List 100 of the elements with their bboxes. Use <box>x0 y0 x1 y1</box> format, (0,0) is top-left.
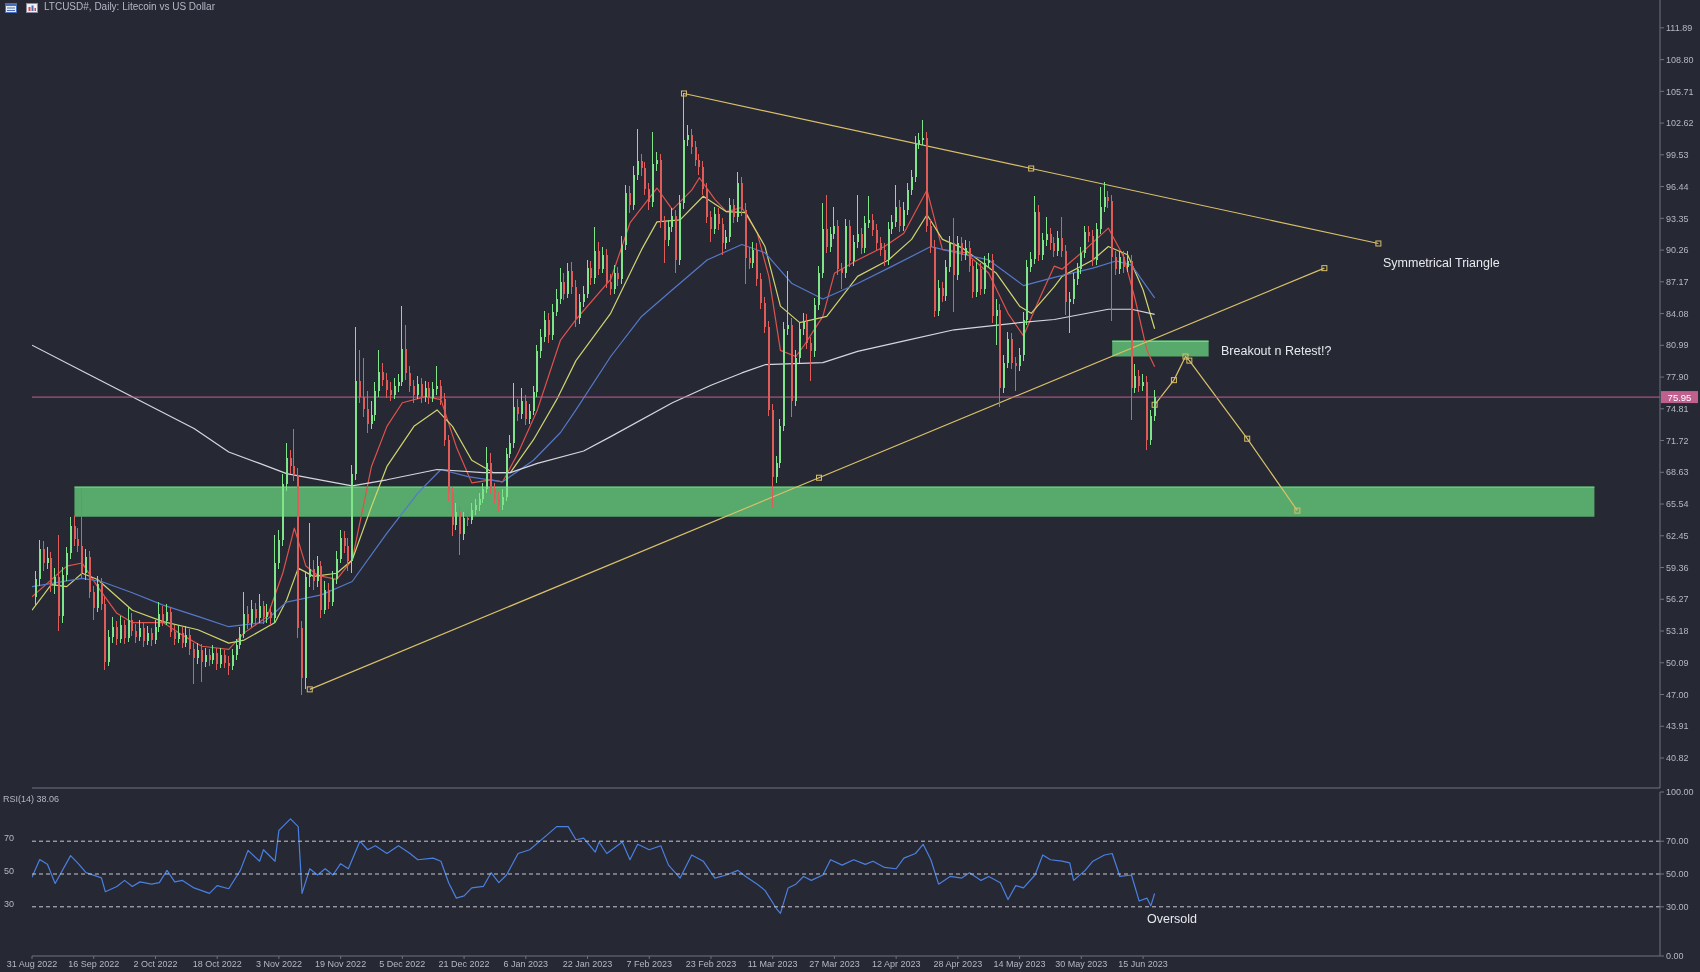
candlestick <box>894 184 897 228</box>
candlestick <box>883 242 886 267</box>
candlestick <box>408 365 411 393</box>
candlestick <box>196 642 199 665</box>
candlestick <box>516 398 519 422</box>
candlestick <box>543 310 546 343</box>
candlestick <box>1091 229 1094 267</box>
x-tick-label: 7 Feb 2023 <box>626 959 673 970</box>
candlestick <box>327 582 330 610</box>
x-tick-label: 5 Dec 2022 <box>379 959 426 970</box>
candlestick <box>724 229 727 250</box>
y-tick-label: 30.00 <box>1666 901 1689 912</box>
candlestick <box>42 540 45 572</box>
candlestick <box>373 381 376 422</box>
annotation: Breakout n Retest!? <box>1221 344 1332 359</box>
candlestick <box>995 298 998 346</box>
y-tick-label: 90.26 <box>1666 245 1689 256</box>
point <box>1244 435 1251 442</box>
candlestick <box>150 627 153 647</box>
candlestick <box>481 482 484 504</box>
x-tick-label: 16 Sep 2022 <box>68 959 120 970</box>
point <box>680 90 687 97</box>
y-tick-label: 105.71 <box>1666 86 1694 97</box>
candlestick <box>547 312 550 344</box>
candlestick <box>520 387 523 420</box>
y-tick-label: 47.00 <box>1666 689 1689 700</box>
x-tick-label: 3 Nov 2022 <box>255 959 302 970</box>
point <box>1186 357 1193 364</box>
candlestick <box>613 264 616 295</box>
candlestick <box>1149 409 1152 446</box>
chart-title: LTCUSD#, Daily: Litecoin vs US Dollar <box>44 1 215 13</box>
candlestick <box>161 605 164 627</box>
candlestick <box>84 548 87 581</box>
candlestick <box>1122 250 1125 274</box>
candlestick <box>339 529 342 564</box>
candlestick <box>46 546 49 570</box>
candlestick <box>316 555 319 588</box>
candlestick <box>1114 250 1117 276</box>
x-tick-label: 30 May 2023 <box>1055 959 1108 970</box>
candlestick <box>501 488 504 511</box>
candlestick <box>647 182 650 211</box>
y-tick-label: 43.91 <box>1666 721 1689 732</box>
candlestick <box>424 380 427 403</box>
line-series <box>32 308 1156 487</box>
candlestick <box>1133 363 1136 394</box>
annotation: Symmetrical Triangle <box>1383 256 1500 271</box>
candlestick <box>628 185 631 214</box>
candlestick <box>539 328 542 359</box>
x-tick-label: 18 Oct 2022 <box>192 959 242 970</box>
candlestick <box>713 206 716 235</box>
candlestick <box>377 349 380 398</box>
candlestick <box>254 602 257 626</box>
candlestick <box>393 377 396 400</box>
candlestick <box>786 270 789 336</box>
candlestick <box>616 266 619 287</box>
candlestick <box>1068 291 1071 334</box>
y-tick-label: 74.81 <box>1666 403 1689 414</box>
candlestick <box>308 522 311 588</box>
point <box>1151 401 1158 408</box>
x-tick-label: 21 Dec 2022 <box>438 959 490 970</box>
candlestick <box>528 403 531 425</box>
candlestick <box>879 236 882 257</box>
point <box>1028 165 1035 172</box>
x-tick-label: 12 Apr 2023 <box>871 959 921 970</box>
candlestick <box>431 381 434 403</box>
candlestick <box>1029 251 1032 273</box>
line-series <box>32 818 1156 914</box>
x-tick-label: 2 Oct 2022 <box>133 959 178 970</box>
candlestick <box>1014 356 1017 392</box>
ref-line-label: 75.95 <box>1667 391 1692 403</box>
candlestick <box>115 620 118 646</box>
y-tick-label: 40.82 <box>1666 753 1689 764</box>
candlestick <box>555 288 558 317</box>
candlestick <box>809 336 812 382</box>
candlestick <box>427 381 430 405</box>
candlestick <box>439 379 442 406</box>
candlestick <box>292 428 295 482</box>
x-tick-label: 23 Feb 2023 <box>685 959 737 970</box>
candlestick <box>948 235 951 273</box>
candlestick <box>867 195 870 229</box>
candlestick <box>643 161 646 196</box>
y-tick-label: 111.89 <box>1666 23 1693 34</box>
candlestick <box>732 198 735 224</box>
y-tick-label: 87.17 <box>1666 277 1689 288</box>
candlestick <box>435 365 438 396</box>
x-tick-label: 28 Apr 2023 <box>933 959 983 970</box>
candlestick <box>416 375 419 400</box>
point <box>306 686 313 693</box>
candlestick <box>1118 250 1121 275</box>
x-tick-label: 27 Mar 2023 <box>809 959 860 970</box>
y-tick-label: 56.27 <box>1666 594 1689 605</box>
candlestick <box>146 625 149 646</box>
y-tick-label: 77.90 <box>1666 372 1689 383</box>
candlestick <box>937 279 940 317</box>
candlestick <box>1099 186 1102 235</box>
candlestick <box>227 656 230 676</box>
candlestick <box>65 546 68 582</box>
candlestick <box>331 570 334 607</box>
candlestick <box>763 296 766 334</box>
candlestick <box>1052 236 1055 258</box>
